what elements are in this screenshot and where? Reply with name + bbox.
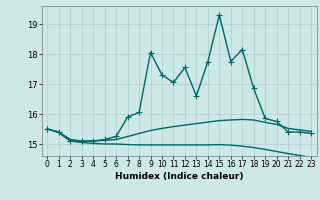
X-axis label: Humidex (Indice chaleur): Humidex (Indice chaleur) [115, 172, 244, 181]
